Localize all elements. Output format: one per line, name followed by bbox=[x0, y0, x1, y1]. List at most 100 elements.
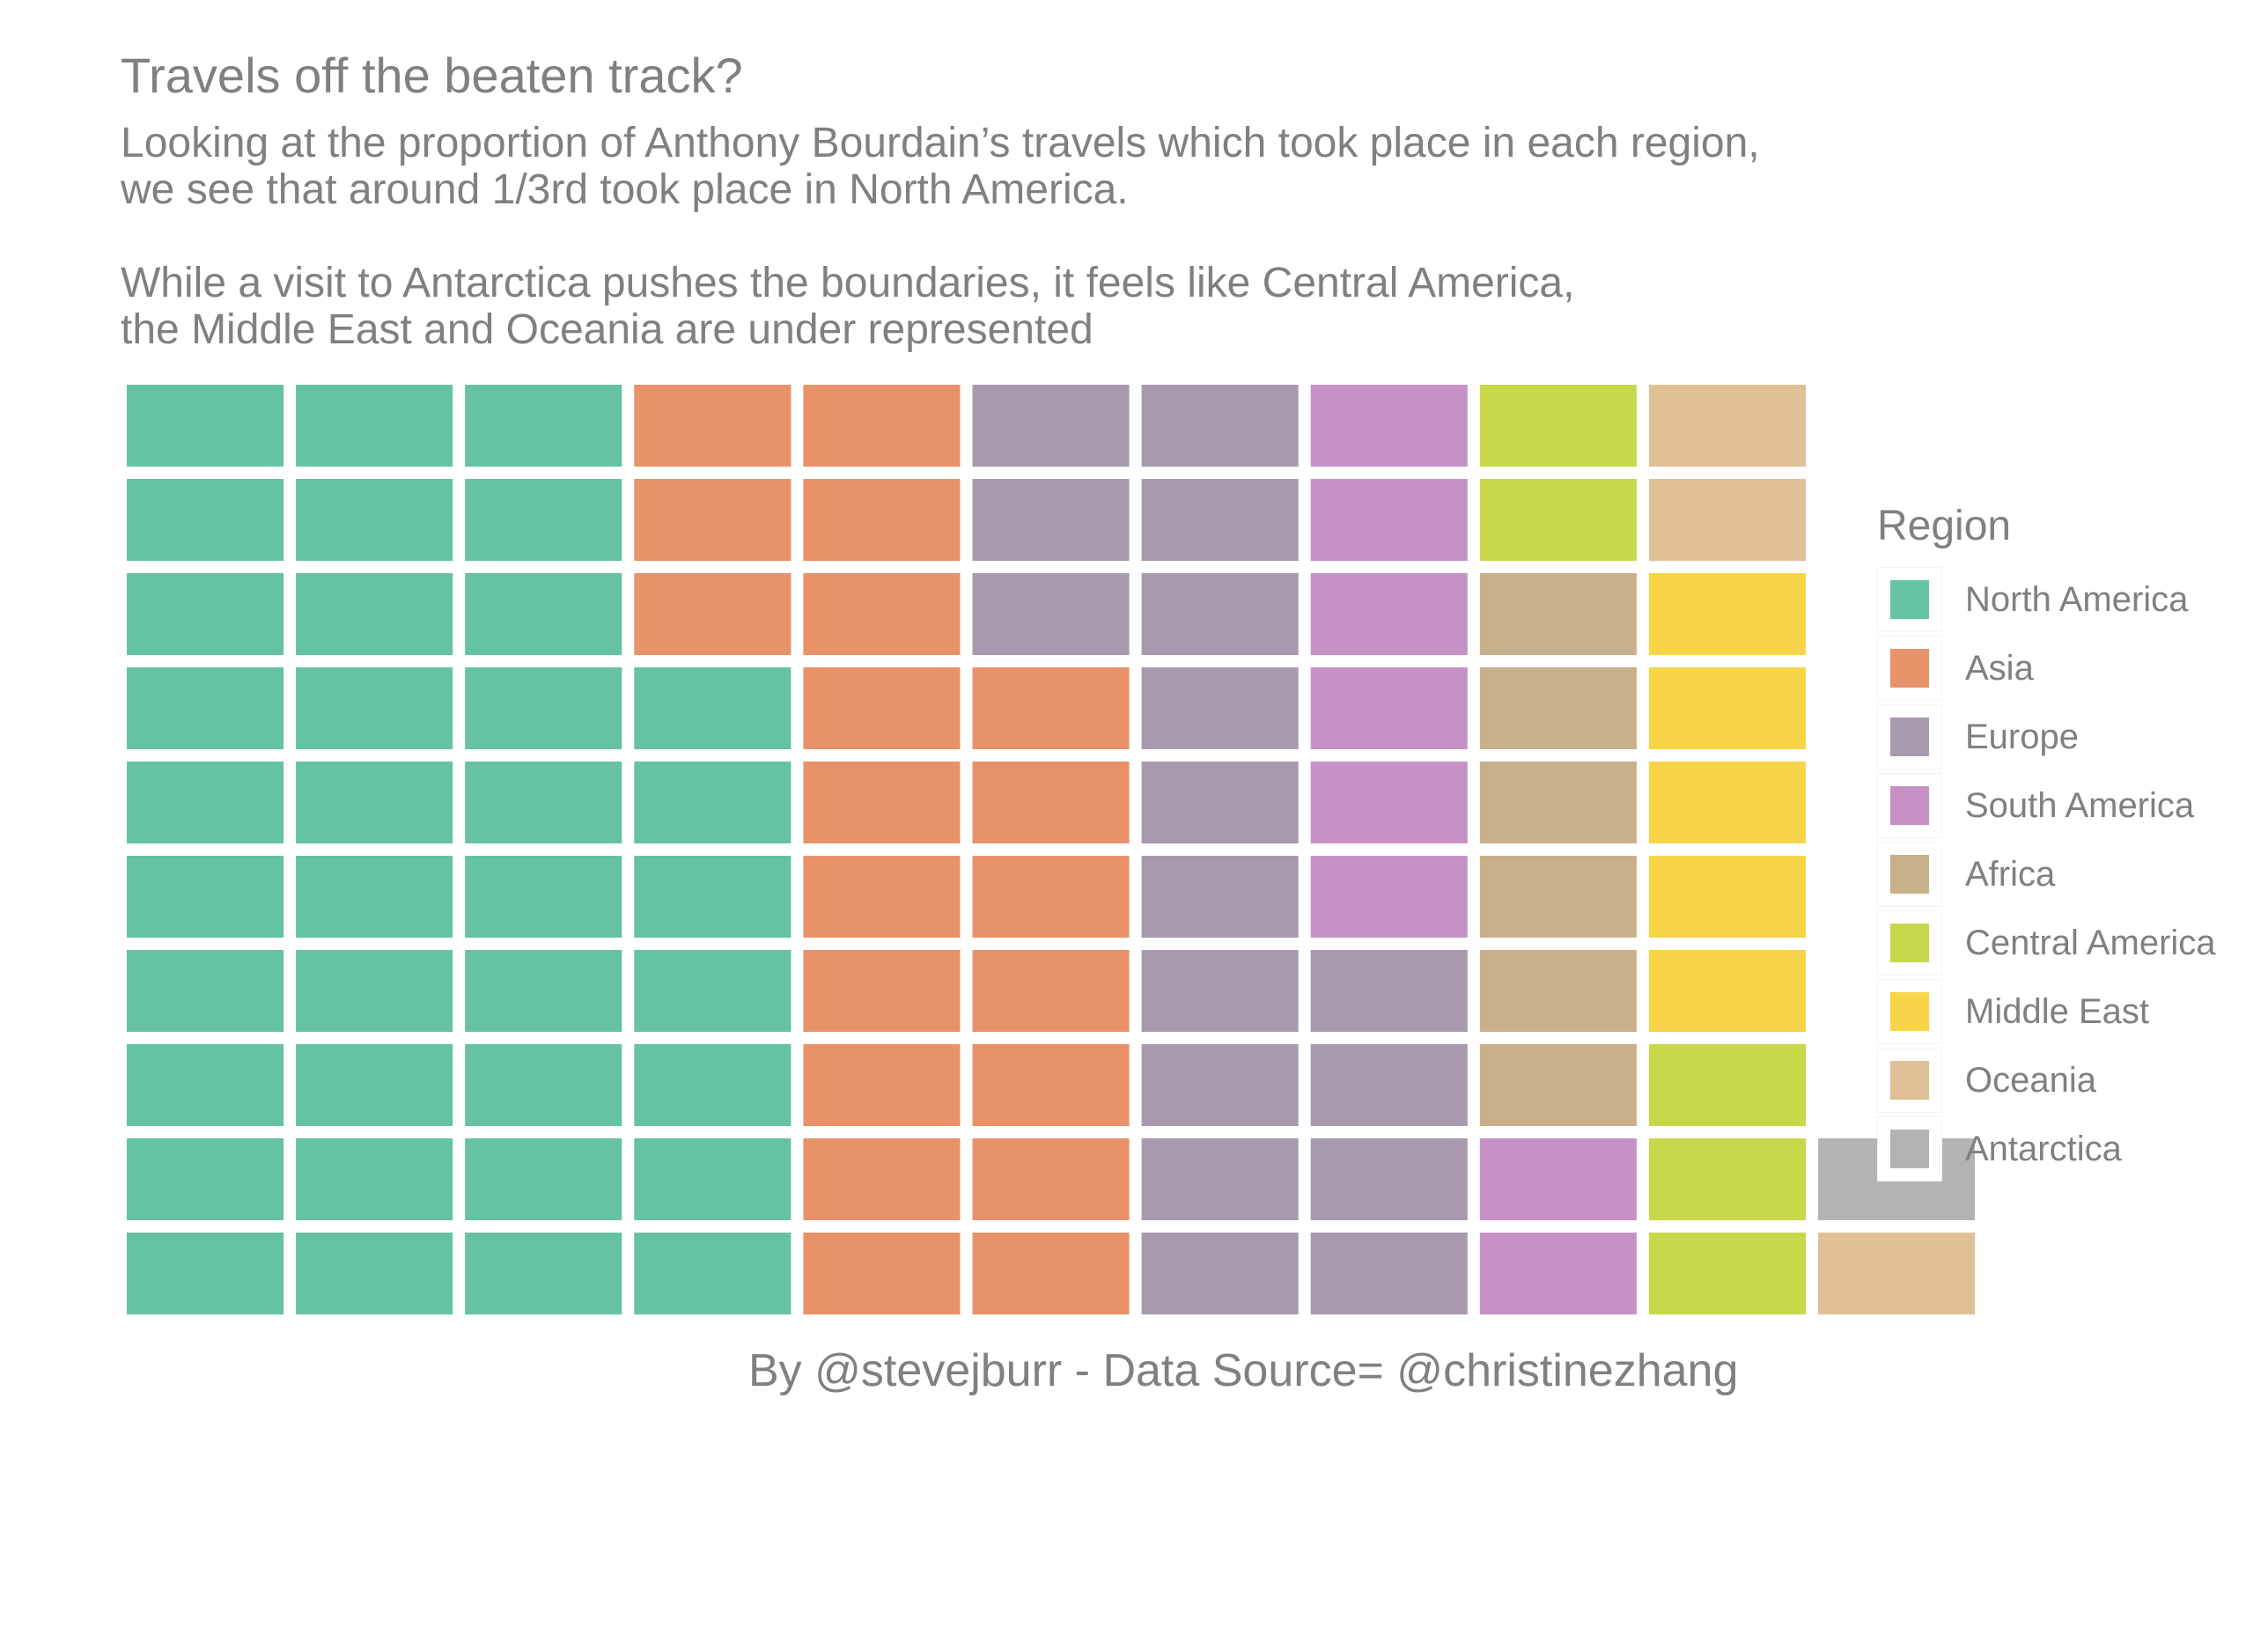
waffle-cell bbox=[972, 1233, 1130, 1314]
waffle-cell bbox=[127, 385, 284, 467]
waffle-cell bbox=[1141, 385, 1299, 467]
waffle-cell bbox=[1310, 667, 1468, 749]
waffle-cell bbox=[1648, 1044, 1806, 1126]
legend-item: Africa bbox=[1877, 840, 2216, 909]
subtitle-line: we see that around 1/3rd took place in N… bbox=[121, 166, 1129, 213]
legend-item: Asia bbox=[1877, 634, 2216, 703]
legend-label: Europe bbox=[1965, 717, 2079, 756]
waffle-cell bbox=[465, 667, 622, 749]
waffle-cell bbox=[1141, 1138, 1299, 1220]
legend-key bbox=[1877, 636, 1942, 701]
waffle-cell bbox=[634, 1044, 792, 1126]
waffle-cell bbox=[1479, 479, 1637, 561]
waffle-cell bbox=[1310, 479, 1468, 561]
waffle-cell bbox=[972, 762, 1130, 843]
legend-swatch bbox=[1890, 718, 1929, 756]
waffle-cell bbox=[1648, 950, 1806, 1032]
waffle-cell bbox=[465, 479, 622, 561]
waffle-cell bbox=[803, 573, 961, 655]
legend-label: Central America bbox=[1965, 923, 2216, 962]
legend-item: Oceania bbox=[1877, 1046, 2216, 1115]
waffle-cell bbox=[127, 667, 284, 749]
waffle-cell bbox=[972, 950, 1130, 1032]
legend-swatch bbox=[1890, 1130, 1929, 1168]
waffle-cell bbox=[1479, 573, 1637, 655]
chart-title: Travels off the beaten track? bbox=[121, 48, 743, 103]
waffle-cell bbox=[803, 479, 961, 561]
waffle-cell bbox=[127, 762, 284, 843]
waffle-cell bbox=[127, 1138, 284, 1220]
waffle-cell bbox=[1310, 762, 1468, 843]
waffle-cell bbox=[465, 1044, 622, 1126]
waffle-cell bbox=[296, 762, 453, 843]
waffle-cell bbox=[465, 856, 622, 938]
waffle-cell bbox=[1479, 950, 1637, 1032]
waffle-cell bbox=[1310, 856, 1468, 938]
waffle-cell bbox=[1141, 573, 1299, 655]
waffle-cell bbox=[465, 1138, 622, 1220]
waffle-cell bbox=[634, 573, 792, 655]
waffle-cell bbox=[465, 762, 622, 843]
waffle-cell bbox=[803, 1138, 961, 1220]
legend-item: Central America bbox=[1877, 909, 2216, 977]
waffle-cell bbox=[296, 856, 453, 938]
waffle-cell bbox=[634, 385, 792, 467]
waffle-cell bbox=[972, 573, 1130, 655]
subtitle-line: the Middle East and Oceania are under re… bbox=[121, 306, 1094, 353]
waffle-cell bbox=[634, 762, 792, 843]
legend-item: Middle East bbox=[1877, 977, 2216, 1046]
waffle-cell bbox=[127, 573, 284, 655]
waffle-cell bbox=[972, 856, 1130, 938]
waffle-cell bbox=[972, 667, 1130, 749]
waffle-cell bbox=[803, 1044, 961, 1126]
legend-item: Europe bbox=[1877, 703, 2216, 771]
waffle-cell bbox=[127, 1044, 284, 1126]
waffle-cell bbox=[296, 573, 453, 655]
waffle-cell bbox=[1141, 856, 1299, 938]
legend-swatch bbox=[1890, 1061, 1929, 1100]
legend-swatch bbox=[1890, 580, 1929, 619]
waffle-cell bbox=[465, 1233, 622, 1314]
waffle-cell bbox=[1141, 667, 1299, 749]
legend-label: Antarctica bbox=[1965, 1129, 2122, 1168]
legend-label: Middle East bbox=[1965, 991, 2149, 1031]
waffle-cell bbox=[1141, 1044, 1299, 1126]
waffle-cell bbox=[1648, 667, 1806, 749]
waffle-cell bbox=[127, 856, 284, 938]
waffle-cell bbox=[1310, 950, 1468, 1032]
waffle-cell bbox=[1648, 479, 1806, 561]
waffle-cell bbox=[296, 950, 453, 1032]
legend-swatch bbox=[1890, 649, 1929, 688]
waffle-cell bbox=[803, 856, 961, 938]
waffle-cell bbox=[1141, 950, 1299, 1032]
legend-item: North America bbox=[1877, 565, 2216, 634]
waffle-cell bbox=[1479, 385, 1637, 467]
waffle-cell bbox=[634, 667, 792, 749]
waffle-cell bbox=[296, 1044, 453, 1126]
waffle-cell bbox=[296, 667, 453, 749]
waffle-cell bbox=[127, 479, 284, 561]
waffle-cell bbox=[1648, 856, 1806, 938]
legend-key bbox=[1877, 842, 1942, 907]
waffle-cell bbox=[1310, 1233, 1468, 1314]
waffle-cell bbox=[803, 1233, 961, 1314]
waffle-cell bbox=[1310, 385, 1468, 467]
legend-title: Region bbox=[1877, 503, 2012, 549]
waffle-cell bbox=[1648, 385, 1806, 467]
legend-label: Africa bbox=[1965, 854, 2056, 894]
waffle-cell bbox=[1310, 1138, 1468, 1220]
waffle-cell bbox=[634, 1138, 792, 1220]
waffle-cell bbox=[634, 856, 792, 938]
waffle-cell bbox=[972, 385, 1130, 467]
waffle-cell bbox=[1479, 856, 1637, 938]
waffle-cell bbox=[634, 950, 792, 1032]
legend-label: Oceania bbox=[1965, 1060, 2096, 1100]
waffle-cell bbox=[803, 385, 961, 467]
waffle-cell bbox=[1818, 1233, 1976, 1314]
waffle-cell bbox=[296, 479, 453, 561]
legend-item: Antarctica bbox=[1877, 1115, 2216, 1183]
legend-key bbox=[1877, 567, 1942, 632]
waffle-cell bbox=[1648, 762, 1806, 843]
chart-subtitle: Looking at the proportion of Anthony Bou… bbox=[121, 120, 1760, 353]
legend-label: South America bbox=[1965, 785, 2195, 825]
